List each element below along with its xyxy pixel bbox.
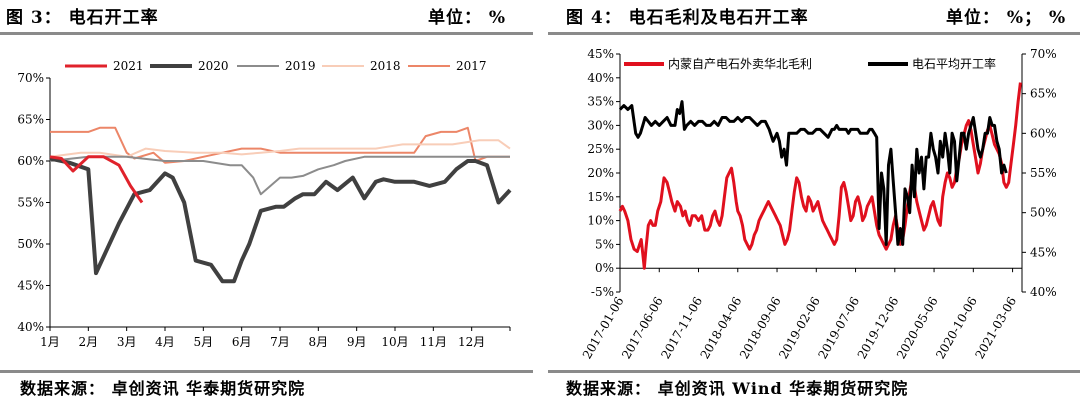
- left-y-tick-label: 30%: [587, 118, 614, 132]
- left-y-tick-label: 15%: [587, 190, 614, 204]
- left-y-tick-label: 0%: [595, 261, 614, 275]
- x-tick-label: 1月: [40, 335, 60, 349]
- margin-and-rate-chart: -5% 0% 5% 10% 15% 20% 25% 30% 35% 40% 45% 40% 45% 50%…: [580, 47, 1057, 362]
- x-tick-label: 2019-07-06: [815, 295, 862, 362]
- x-tick-label: 6月: [232, 335, 252, 349]
- x-tick-label: 2017-01-06: [580, 295, 627, 362]
- operating-rate-chart: 40% 45% 50% 55% 60% 65% 70% 1月 2月 3月 4月 5月 6月 7月 8月 9月 1…: [17, 59, 512, 349]
- left-y-tick-label: 45%: [587, 47, 614, 61]
- left-y-tick-label: 40%: [587, 71, 614, 85]
- chart-panel-margin-and-rate: 图 4： 电石毛利及电石开工率 单位： %； % -5% 0% 5% 10% 15% 20…: [548, 0, 1080, 401]
- source-rule: [0, 370, 533, 373]
- chart-unit: 单位： %: [428, 8, 507, 28]
- data-source: 数据来源： 卓创资讯 Wind 华泰期货研究院: [566, 379, 909, 398]
- x-tick-label: 2月: [79, 335, 99, 349]
- legend-label-2020: 2020: [198, 59, 229, 73]
- right-y-tick-label: 45%: [1030, 245, 1057, 259]
- y-tick-label: 65%: [17, 113, 44, 127]
- series-line-2020: [49, 156, 512, 284]
- x-tick-label: 11月: [420, 335, 447, 349]
- series-line-2021: [49, 155, 144, 204]
- x-tick-label: 2018-04-06: [698, 295, 745, 362]
- right-y-tick-label: 40%: [1030, 285, 1057, 299]
- x-tick-label: 2019-02-06: [776, 295, 823, 362]
- series-line-2017: [50, 126, 510, 164]
- x-tick-label: 5月: [194, 335, 214, 349]
- x-tick-label: 10月: [381, 335, 408, 349]
- legend-label: 电石平均开工率: [912, 56, 996, 71]
- x-tick-label: 7月: [270, 335, 290, 349]
- series-line-margin: [618, 82, 1022, 270]
- x-tick-label: 8月: [309, 335, 329, 349]
- x-tick-label: 2020-05-06: [894, 295, 941, 362]
- legend-label-2021: 2021: [113, 59, 144, 73]
- y-tick-label: 45%: [17, 279, 44, 293]
- right-y-tick-label: 55%: [1030, 166, 1057, 180]
- source-rule: [548, 370, 1080, 373]
- title-rule: [548, 32, 1080, 35]
- left-y-tick-label: 25%: [587, 142, 614, 156]
- y-tick-label: 60%: [17, 154, 44, 168]
- x-tick-label: 9月: [347, 335, 367, 349]
- legend-label-2019: 2019: [285, 59, 316, 73]
- x-tick-label: 2017-06-06: [619, 295, 666, 362]
- y-tick-label: 70%: [17, 71, 44, 85]
- y-tick-label: 50%: [17, 237, 44, 251]
- x-tick-label: 12月: [458, 335, 485, 349]
- left-y-tick-label: 10%: [587, 214, 614, 228]
- left-y-tick-label: 35%: [587, 95, 614, 109]
- data-source: 数据来源： 卓创资讯 华泰期货研究院: [20, 379, 306, 398]
- right-y-tick-label: 70%: [1030, 47, 1057, 61]
- chart-title: 图 4： 电石毛利及电石开工率: [566, 8, 809, 28]
- legend-label-2017: 2017: [456, 59, 487, 73]
- right-y-tick-label: 65%: [1030, 87, 1057, 101]
- x-tick-label: 2017-11-06: [658, 295, 705, 362]
- x-tick-label: 2019-12-06: [855, 295, 902, 362]
- y-tick-label: 40%: [17, 320, 44, 334]
- left-y-tick-label: 20%: [587, 166, 614, 180]
- chart-title: 图 3： 电石开工率: [6, 8, 159, 28]
- y-tick-label: 55%: [17, 196, 44, 210]
- x-tick-label: 4月: [155, 335, 175, 349]
- chart-unit: 单位： %； %: [946, 8, 1067, 28]
- x-tick-label: 3月: [117, 335, 137, 349]
- legend-label-2018: 2018: [370, 59, 401, 73]
- x-tick-label: 2018-09-06: [737, 295, 784, 362]
- title-rule: [0, 32, 533, 35]
- right-y-tick-label: 60%: [1030, 126, 1057, 140]
- series-line-operating-rate: [618, 100, 1008, 246]
- x-tick-label: 2020-10-06: [933, 295, 980, 362]
- left-y-tick-label: -5%: [591, 285, 614, 299]
- left-y-tick-label: 5%: [595, 237, 614, 251]
- x-tick-label: 2021-03-06: [972, 295, 1019, 362]
- series-line-2018: [49, 139, 511, 158]
- chart-panel-operating-rate: 图 3： 电石开工率 单位： % 40% 45% 50% 55% 60% 65% 70% 1月…: [0, 0, 533, 401]
- legend-label: 内蒙自产电石外卖华北毛利: [668, 57, 812, 71]
- series-line-2019: [49, 155, 510, 196]
- right-y-tick-label: 50%: [1030, 206, 1057, 220]
